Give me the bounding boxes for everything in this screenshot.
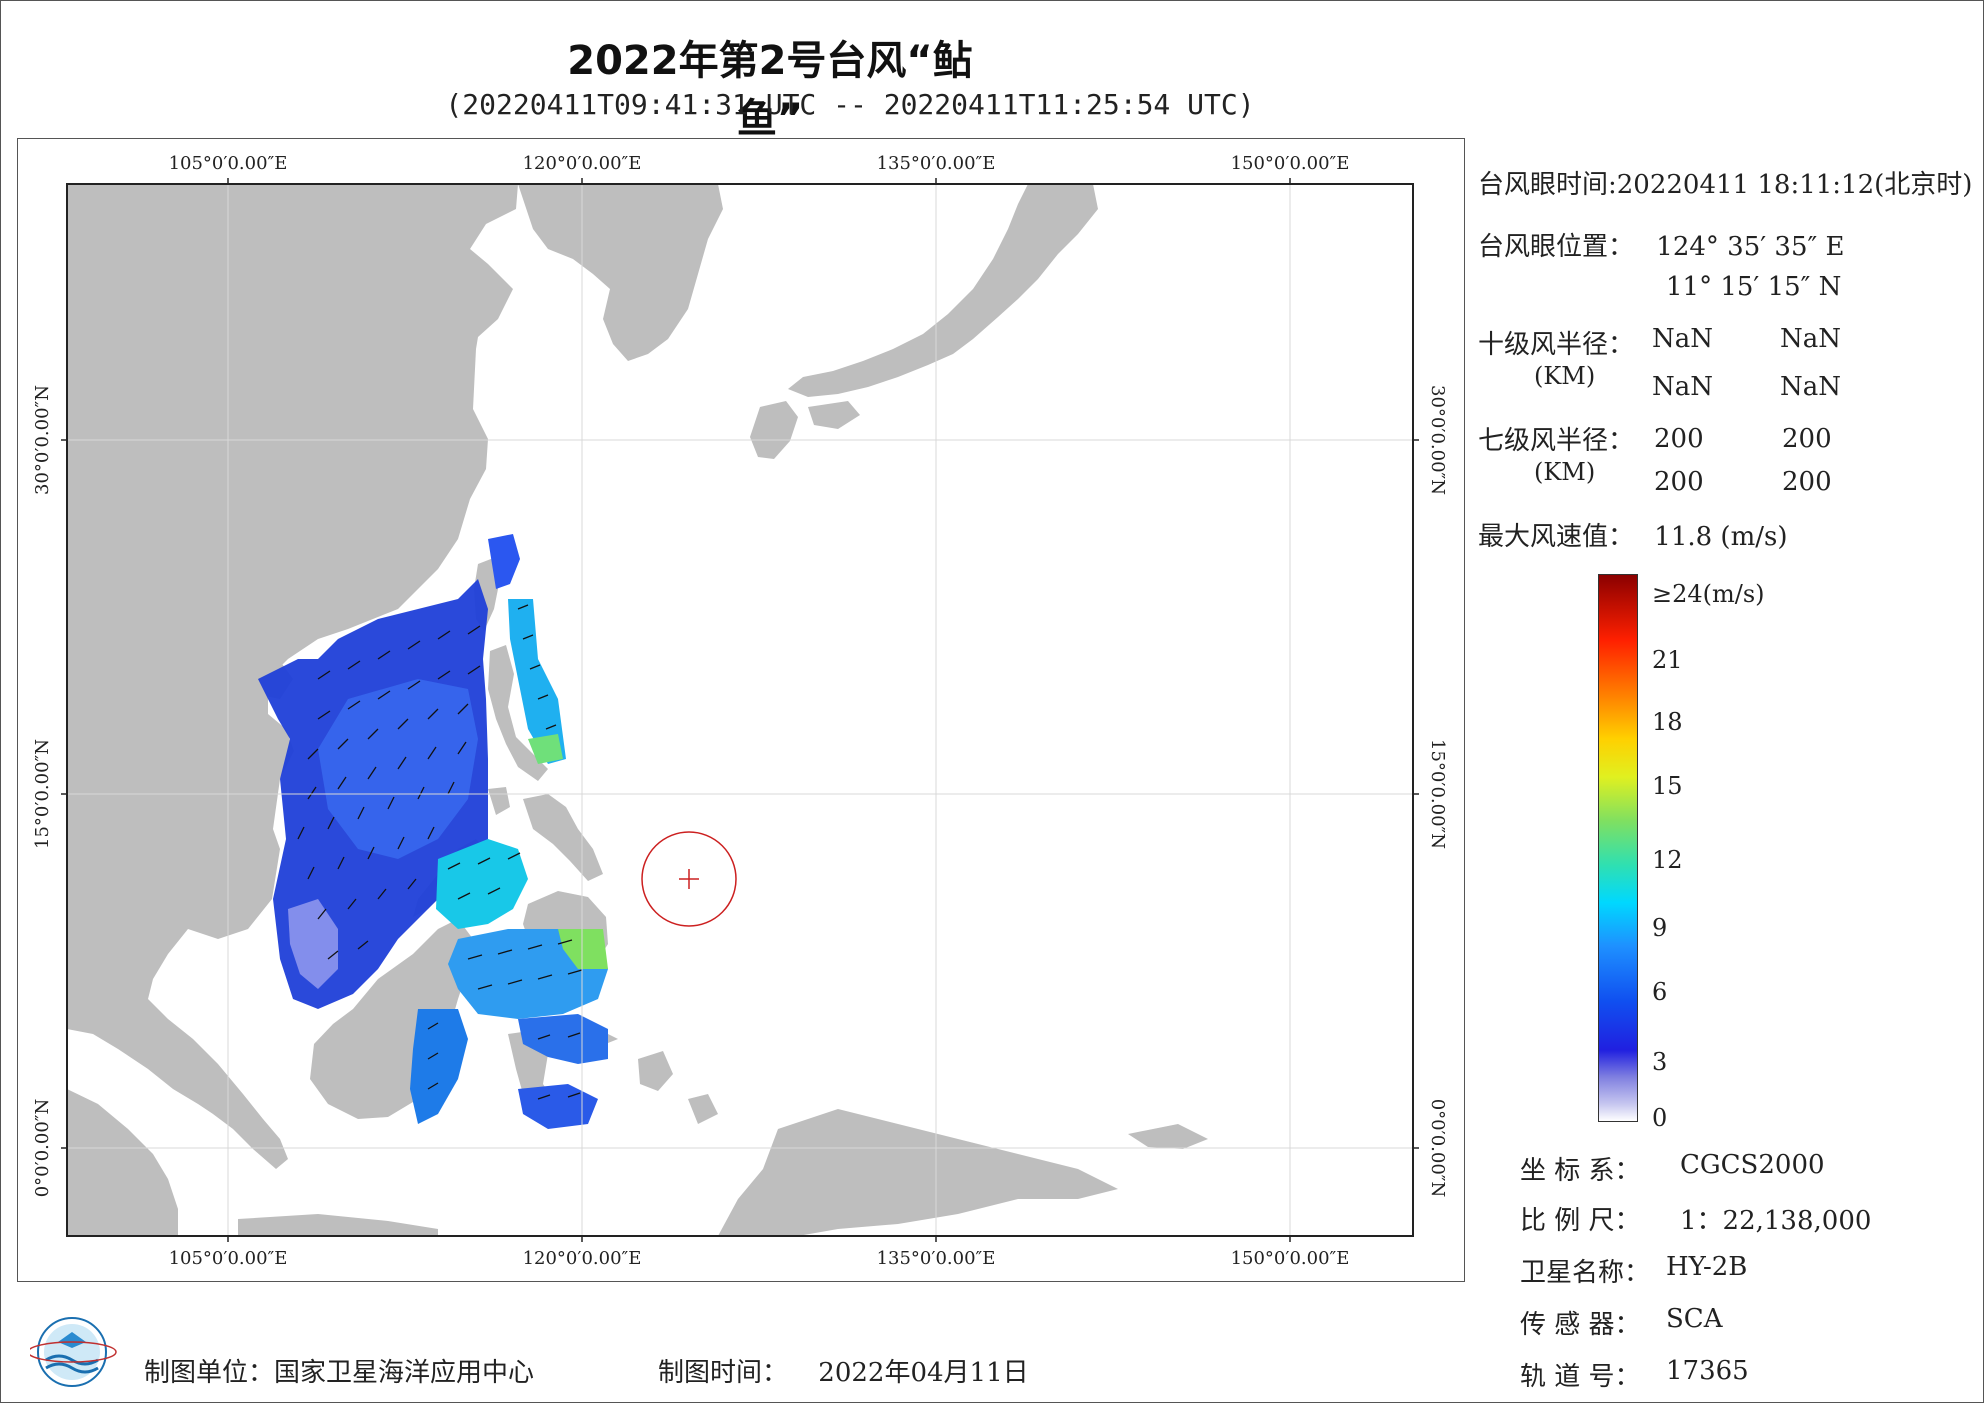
land-moluccas — [638, 1051, 718, 1124]
lon-label-bottom-120: 120°0′0.00″E — [523, 1248, 642, 1269]
typhoon-eye-marker[interactable] — [641, 831, 737, 927]
eye-time-label: 台风眼时间: — [1478, 170, 1617, 200]
orbit-value: 17365 — [1666, 1356, 1749, 1386]
swath-mindanao-green — [558, 929, 608, 969]
lon-label-bottom-150: 150°0′0.00″E — [1231, 1248, 1350, 1269]
r10-value-4: NaN — [1780, 372, 1842, 402]
land-japan-shikoku — [808, 401, 860, 429]
wind-barbs — [297, 604, 583, 1100]
r10-unit: (KM) — [1534, 362, 1596, 390]
lon-label-bottom-105: 105°0′0.00″E — [169, 1248, 288, 1269]
coord-label: 坐 标 系： — [1520, 1156, 1641, 1186]
swath-east-luzon — [508, 599, 566, 764]
graticule — [67, 184, 1413, 1236]
colorbar-label-0: 0 — [1652, 1104, 1668, 1132]
r7-unit: (KM) — [1534, 458, 1596, 486]
land-luzon — [488, 645, 548, 781]
map-frame — [66, 183, 1414, 1237]
sat-value: HY-2B — [1666, 1252, 1748, 1282]
r10-value-3: NaN — [1652, 372, 1714, 402]
eye-pos-label: 台风眼位置： — [1478, 232, 1635, 262]
scale-label: 比 例 尺： — [1520, 1206, 1641, 1236]
eye-pos-row: 台风眼位置： 124° 35′ 35″ E — [1478, 226, 1844, 263]
maker-label: 制图单位： — [144, 1358, 275, 1388]
ticks — [61, 178, 1419, 1242]
r10-value-1: NaN — [1652, 324, 1714, 354]
colorbar-label-18: 18 — [1652, 708, 1683, 736]
r7-value-4: 200 — [1782, 467, 1832, 497]
colorbar-label-3: 3 — [1652, 1048, 1668, 1076]
colorbar-label-24: ≥24(m/s) — [1652, 580, 1765, 608]
map-canvas[interactable]: 105°0′0.00″E 120°0′0.00″E 135°0′0.00″E 1… — [18, 139, 1464, 1281]
land-bismarck — [1128, 1124, 1208, 1149]
max-wind-label: 最大风速值： — [1478, 522, 1635, 552]
sensor-value: SCA — [1666, 1304, 1723, 1334]
lon-label-bottom-135: 135°0′0.00″E — [877, 1248, 996, 1269]
colorbar-label-9: 9 — [1652, 914, 1668, 942]
scale-value: 1：22,138,000 — [1680, 1206, 1872, 1236]
date-row: 制图时间： 2022年04月11日 — [658, 1352, 1029, 1389]
wind-speed-colorbar — [1598, 574, 1638, 1122]
map-subtitle: (20220411T09:41:31 UTC -- 20220411T11:25… — [445, 88, 1255, 121]
lat-label-left-15: 15°0′0.00″N — [32, 739, 53, 849]
nsoas-logo-icon — [30, 1317, 117, 1387]
swath-south-2 — [518, 1014, 608, 1064]
land-japan-honshu — [788, 184, 1098, 397]
r7-value-1: 200 — [1654, 424, 1704, 454]
maker-value: 国家卫星海洋应用中心 — [274, 1358, 535, 1388]
coord-value: CGCS2000 — [1680, 1150, 1825, 1180]
r7-value-2: 200 — [1782, 424, 1832, 454]
date-value: 2022年04月11日 — [818, 1358, 1029, 1388]
colorbar-label-12: 12 — [1652, 846, 1683, 874]
lon-label-top-105: 105°0′0.00″E — [169, 153, 288, 174]
lon-label-top-120: 120°0′0.00″E — [523, 153, 642, 174]
colorbar-label-15: 15 — [1652, 772, 1683, 800]
eye-time-row: 台风眼时间:20220411 18:11:12(北京时) — [1478, 164, 1972, 201]
lat-label-left-0: 0°0′0.00″N — [32, 1099, 53, 1198]
lat-label-right-30: 30°0′0.00″N — [1427, 385, 1448, 495]
swath-sulu-sea — [436, 839, 528, 929]
land-visayas — [523, 794, 603, 881]
map-panel: 105°0′0.00″E 120°0′0.00″E 135°0′0.00″E 1… — [17, 138, 1465, 1282]
lat-label-right-0: 0°0′0.00″N — [1427, 1099, 1448, 1198]
r10-label: 十级风半径： — [1478, 330, 1635, 360]
swath-south-1 — [410, 1009, 468, 1124]
sensor-label: 传 感 器： — [1520, 1310, 1641, 1340]
lat-label-right-15: 15°0′0.00″N — [1427, 739, 1448, 849]
max-wind-row: 最大风速值： 11.8 (m/s) — [1478, 516, 1787, 553]
max-wind-value: 11.8 (m/s) — [1654, 522, 1788, 552]
lon-label-top-135: 135°0′0.00″E — [877, 153, 996, 174]
r7-label: 七级风半径： — [1478, 426, 1635, 456]
eye-time-value: 20220411 18:11:12(北京时) — [1616, 170, 1973, 200]
swath-light-patch — [288, 899, 338, 989]
r10-value-2: NaN — [1780, 324, 1842, 354]
land-asia-mainland — [67, 184, 518, 1169]
swath-taiwan-strait — [488, 534, 520, 589]
map-title: 2022年第2号台风“鲇鱼” — [567, 38, 973, 142]
land-sumatra — [67, 1089, 178, 1236]
colorbar-label-21: 21 — [1652, 646, 1683, 674]
orbit-label: 轨 道 号： — [1520, 1362, 1641, 1392]
land-korea — [518, 184, 723, 361]
lon-label-top-150: 150°0′0.00″E — [1231, 153, 1350, 174]
swath-south-3 — [518, 1084, 598, 1129]
eye-lon-value: 124° 35′ 35″ E — [1656, 232, 1845, 262]
colorbar-label-6: 6 — [1652, 978, 1668, 1006]
eye-lat-value: 11° 15′ 15″ N — [1666, 272, 1842, 302]
land-new-guinea — [718, 1109, 1118, 1236]
date-label: 制图时间： — [658, 1358, 789, 1388]
maker-row: 制图单位：国家卫星海洋应用中心 — [144, 1352, 534, 1389]
swath-green-patch — [528, 734, 563, 764]
sat-label: 卫星名称： — [1520, 1258, 1651, 1288]
land-java — [238, 1214, 438, 1236]
land-japan-kyushu — [750, 401, 798, 459]
lat-label-left-30: 30°0′0.00″N — [32, 385, 53, 495]
r7-value-3: 200 — [1654, 467, 1704, 497]
